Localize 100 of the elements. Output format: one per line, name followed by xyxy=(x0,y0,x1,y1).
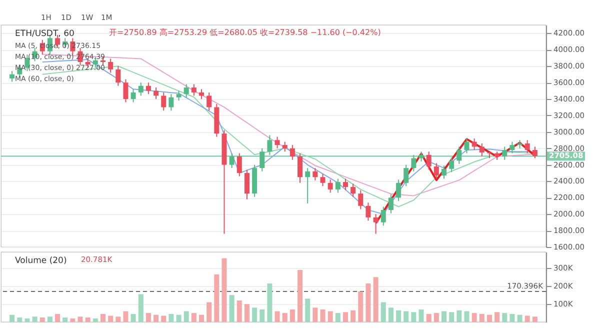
bar xyxy=(184,311,189,322)
bar xyxy=(252,308,258,322)
bar xyxy=(222,258,227,322)
candlestick xyxy=(116,66,121,86)
bar xyxy=(176,314,182,322)
candlestick xyxy=(298,152,303,184)
candlestick xyxy=(290,144,295,160)
bar xyxy=(442,311,447,322)
bar xyxy=(517,314,522,322)
bar xyxy=(380,302,386,322)
bar xyxy=(40,318,45,322)
bar xyxy=(214,274,220,322)
bar xyxy=(388,308,394,322)
text: Volume (20) xyxy=(15,256,67,266)
candlestick xyxy=(434,162,439,180)
candlestick xyxy=(373,214,378,234)
candlestick xyxy=(396,179,402,202)
bar xyxy=(70,318,76,322)
bar xyxy=(146,313,151,322)
bar xyxy=(426,314,432,322)
bar xyxy=(524,316,530,322)
bar xyxy=(24,318,30,322)
candlestick xyxy=(312,168,318,181)
bar xyxy=(267,283,272,322)
bar xyxy=(418,309,424,322)
bar xyxy=(510,314,515,322)
bar xyxy=(358,291,364,322)
candlestick xyxy=(10,70,15,82)
candlestick xyxy=(320,173,326,187)
bar xyxy=(138,294,144,322)
bar xyxy=(206,302,212,322)
candlestick xyxy=(154,86,159,100)
bar xyxy=(236,300,242,322)
bar xyxy=(290,309,295,322)
text: ETH/USDT, 60 xyxy=(15,29,74,39)
bar xyxy=(154,314,159,322)
bar xyxy=(274,311,280,322)
bar xyxy=(532,316,538,322)
candlestick xyxy=(108,58,114,74)
candlestick xyxy=(282,141,288,152)
bar xyxy=(472,313,477,322)
bar xyxy=(502,313,508,322)
bar xyxy=(479,314,484,322)
candlestick xyxy=(130,88,136,103)
candlestick xyxy=(176,90,182,102)
bar xyxy=(396,310,402,322)
bar xyxy=(116,316,121,322)
candlestick xyxy=(532,146,538,159)
bar xyxy=(456,310,462,322)
bar xyxy=(486,314,492,322)
bar xyxy=(191,313,196,322)
bar xyxy=(78,316,83,322)
candlestick xyxy=(358,190,364,210)
candlestick xyxy=(191,84,196,96)
bar xyxy=(282,313,288,322)
candlestick xyxy=(510,141,515,154)
candlestick xyxy=(426,151,432,170)
bar xyxy=(199,314,204,322)
candlestick xyxy=(305,168,310,204)
candlestick xyxy=(123,78,128,103)
bar xyxy=(85,318,90,322)
candlestick xyxy=(244,169,250,200)
bar xyxy=(108,316,114,322)
candlestick xyxy=(328,179,333,194)
candlestick xyxy=(388,194,394,214)
bar xyxy=(32,316,38,322)
bar xyxy=(62,318,68,322)
candlestick xyxy=(168,94,174,112)
bar xyxy=(328,311,333,322)
bar xyxy=(123,311,128,322)
bar xyxy=(229,295,234,322)
candlestick xyxy=(206,92,212,112)
bar xyxy=(404,311,409,322)
bar xyxy=(373,277,378,322)
candlestick xyxy=(380,206,386,226)
candlestick xyxy=(138,82,144,96)
bar xyxy=(411,312,416,322)
bar xyxy=(298,270,303,322)
bar xyxy=(17,318,22,322)
bar xyxy=(434,313,439,322)
candlestick xyxy=(274,136,280,149)
bar xyxy=(244,304,250,322)
bar xyxy=(161,316,166,322)
bar xyxy=(312,308,318,322)
bar xyxy=(449,312,454,322)
chart-subtitle: 开=2750.89 高=2753.29 低=2680.05 收=2739.58 −11.60 (−0.42%) xyxy=(109,28,381,37)
candlestick xyxy=(472,138,477,150)
bar xyxy=(320,309,326,322)
bar xyxy=(342,312,348,322)
bar xyxy=(10,314,15,322)
bar xyxy=(464,311,470,322)
bar xyxy=(47,316,52,322)
bar xyxy=(55,314,60,322)
bar xyxy=(100,314,106,322)
candlestick xyxy=(350,183,356,198)
candlestick xyxy=(464,138,470,154)
candlestick xyxy=(342,178,348,191)
bar xyxy=(130,314,136,322)
bar xyxy=(494,312,500,322)
bar xyxy=(92,318,98,322)
